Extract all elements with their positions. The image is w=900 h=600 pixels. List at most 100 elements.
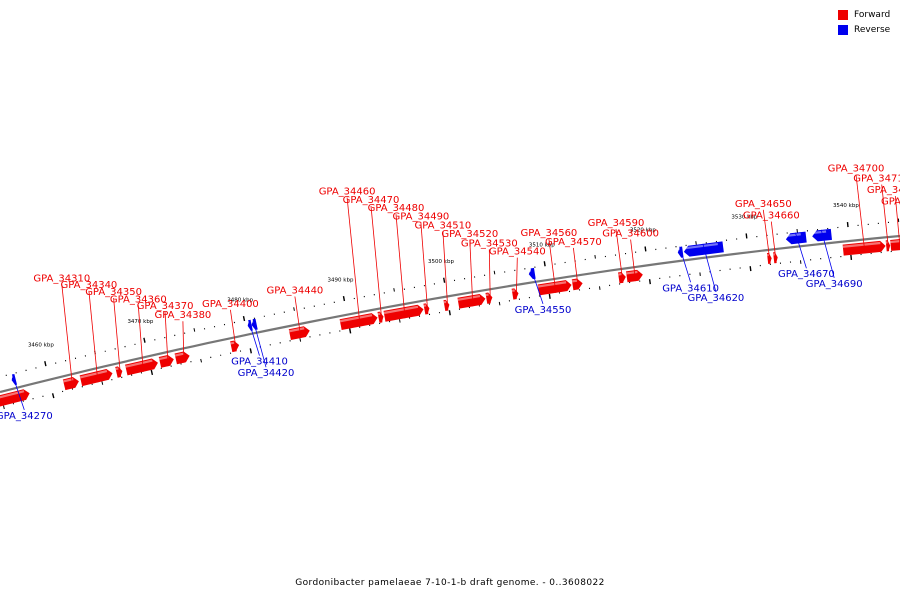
gene-label[interactable]: GPA_34420	[238, 368, 295, 379]
gene-label-leader	[442, 231, 449, 311]
gene-label-leader	[248, 319, 260, 356]
gene-label[interactable]: GPA_34650	[735, 199, 792, 210]
gene-label[interactable]: GPA_34670	[778, 269, 835, 280]
tick-mark	[846, 222, 849, 228]
gene-label-leader	[346, 197, 361, 327]
gene-arrow-body	[812, 228, 832, 242]
gene-arrow[interactable]	[62, 376, 80, 391]
gene-arrow[interactable]	[158, 354, 175, 368]
tick-label: 3520 kbp	[630, 228, 656, 234]
gene-label[interactable]: GPA_34620	[688, 293, 745, 304]
gene-label-leader	[137, 305, 144, 372]
gene-label[interactable]: GPA_34540	[489, 247, 546, 258]
gene-label[interactable]: GPA_34730	[881, 196, 900, 207]
gene-arrow-body	[158, 354, 174, 368]
gene-arrow-highlight	[250, 320, 254, 323]
gene-label[interactable]: GPA_34400	[202, 299, 259, 310]
gene-arrow-highlight	[457, 295, 481, 301]
gene-label[interactable]: GPA_34410	[231, 357, 288, 368]
gene-arrow[interactable]	[0, 388, 31, 407]
gene-label[interactable]: GPA_34490	[393, 212, 450, 223]
gene-label[interactable]: GPA_34550	[515, 305, 572, 316]
gene-arrow-highlight	[528, 269, 532, 273]
gene-arrow-highlight	[158, 355, 169, 361]
gene-arrow-highlight	[288, 327, 305, 333]
gene-label[interactable]: GPA_34270	[0, 411, 53, 422]
tick-label: 3470 kbp	[127, 319, 153, 325]
gene-arrow[interactable]	[485, 292, 493, 304]
gene-label[interactable]: GPA_34690	[806, 279, 863, 290]
gene-arrow[interactable]	[125, 357, 159, 376]
gene-label[interactable]: GPA_34710	[853, 174, 900, 185]
gene-arrow[interactable]	[511, 288, 520, 300]
gene-label[interactable]: GPA_34520	[441, 229, 498, 240]
gene-arrow-highlight	[246, 321, 250, 324]
gene-arrow[interactable]	[571, 278, 584, 291]
gene-arrow-highlight	[10, 375, 13, 379]
gene-label[interactable]: GPA_34510	[415, 221, 472, 232]
gene-arrow[interactable]	[683, 241, 724, 257]
gene-arrow-highlight	[174, 352, 185, 357]
gene-label[interactable]: GPA_34310	[33, 273, 90, 284]
gene-arrow-body	[537, 280, 572, 296]
gene-label[interactable]: GPA_34360	[110, 294, 167, 305]
gene-arrow-body	[511, 288, 519, 300]
gene-arrow[interactable]	[457, 293, 486, 309]
gene-arrow-highlight	[485, 293, 489, 297]
gene-arrow-highlight	[79, 370, 108, 379]
gene-label[interactable]: GPA_34570	[545, 237, 602, 248]
gene-label-leader	[420, 222, 429, 315]
gene-label[interactable]: GPA_34530	[461, 238, 518, 249]
gene-arrow-highlight	[230, 341, 235, 345]
gene-label[interactable]: GPA_34700	[828, 164, 885, 175]
gene-label[interactable]: GPA_34340	[61, 280, 118, 291]
gene-label[interactable]: GPA_34600	[602, 229, 659, 240]
gene-arrow-highlight	[767, 253, 770, 257]
gene-label[interactable]: GPA_34440	[267, 286, 324, 297]
gene-label[interactable]: GPA_34370	[137, 301, 194, 312]
gene-arrow[interactable]	[288, 325, 311, 340]
gene-arrow[interactable]	[10, 373, 18, 386]
gene-arrow[interactable]	[537, 279, 573, 296]
tick-label: 3510 kbp	[529, 243, 555, 249]
gene-label[interactable]: GPA_34560	[521, 228, 578, 239]
gene-arrow[interactable]	[890, 238, 900, 251]
gene-arrow-highlight	[115, 367, 119, 371]
gene-arrow[interactable]	[339, 312, 379, 331]
gene-arrow[interactable]	[785, 231, 807, 245]
gene-label[interactable]: GPA_34480	[368, 203, 425, 214]
gene-label-leader	[573, 247, 579, 290]
gene-arrow-body	[339, 313, 378, 331]
gene-arrow[interactable]	[230, 340, 240, 353]
gene-arrow-body	[11, 373, 18, 386]
gene-arrow[interactable]	[79, 368, 114, 387]
gene-arrow-highlight	[773, 253, 776, 256]
gene-label[interactable]: GPA_34470	[343, 195, 400, 206]
gene-arrow[interactable]	[383, 304, 425, 322]
gene-label[interactable]: GPA_34460	[319, 187, 376, 198]
gene-label[interactable]: GPA_34720	[867, 185, 900, 196]
gene-label[interactable]: GPA_34590	[588, 218, 645, 229]
gene-label-leader	[515, 257, 518, 300]
gene-label[interactable]: GPA_34610	[662, 283, 719, 294]
gene-arrow-body	[457, 294, 486, 309]
gene-label[interactable]: GPA_34660	[743, 211, 800, 222]
gene-label[interactable]: GPA_34380	[155, 310, 212, 321]
tick-mark	[399, 319, 401, 323]
tick-mark	[242, 315, 246, 322]
gene-arrow-body	[125, 358, 158, 376]
tick-mark	[393, 288, 395, 292]
gene-arrow-body	[62, 377, 79, 391]
tick-mark	[594, 255, 596, 259]
gene-arrow-highlight	[423, 304, 427, 307]
tick-mark	[342, 295, 346, 302]
gene-arrow-body	[571, 278, 583, 291]
gene-label[interactable]: GPA_34350	[85, 287, 142, 298]
gene-label-leader	[530, 268, 544, 305]
gene-arrow[interactable]	[811, 228, 832, 242]
tick-mark	[548, 293, 551, 299]
gene-label-leader	[370, 205, 383, 323]
tick-label: 3530 kbp	[731, 215, 757, 221]
gene-arrow[interactable]	[174, 350, 191, 365]
gene-arrow[interactable]	[618, 271, 627, 284]
